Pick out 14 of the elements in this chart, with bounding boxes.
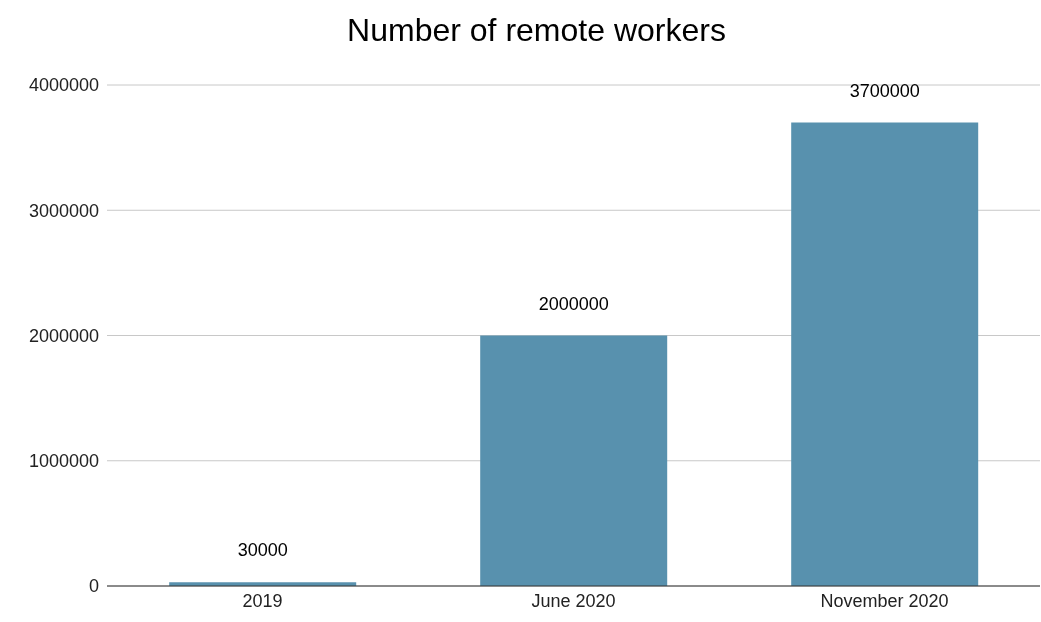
bar: [791, 122, 979, 586]
x-tick-label: November 2020: [820, 590, 949, 611]
y-tick-label: 4000000: [28, 75, 99, 96]
y-tick-label: 3000000: [28, 200, 99, 221]
chart-title: Number of remote workers: [346, 11, 727, 50]
y-tick-label: 1000000: [28, 451, 99, 472]
y-tick-label: 2000000: [28, 325, 99, 346]
data-label: 3700000: [849, 80, 920, 101]
data-label: 2000000: [538, 293, 609, 314]
x-tick-label: June 2020: [531, 590, 616, 611]
y-tick-label: 0: [88, 576, 99, 597]
bar: [480, 335, 668, 586]
x-tick-label: 2019: [242, 590, 283, 611]
data-label: 30000: [237, 540, 288, 561]
